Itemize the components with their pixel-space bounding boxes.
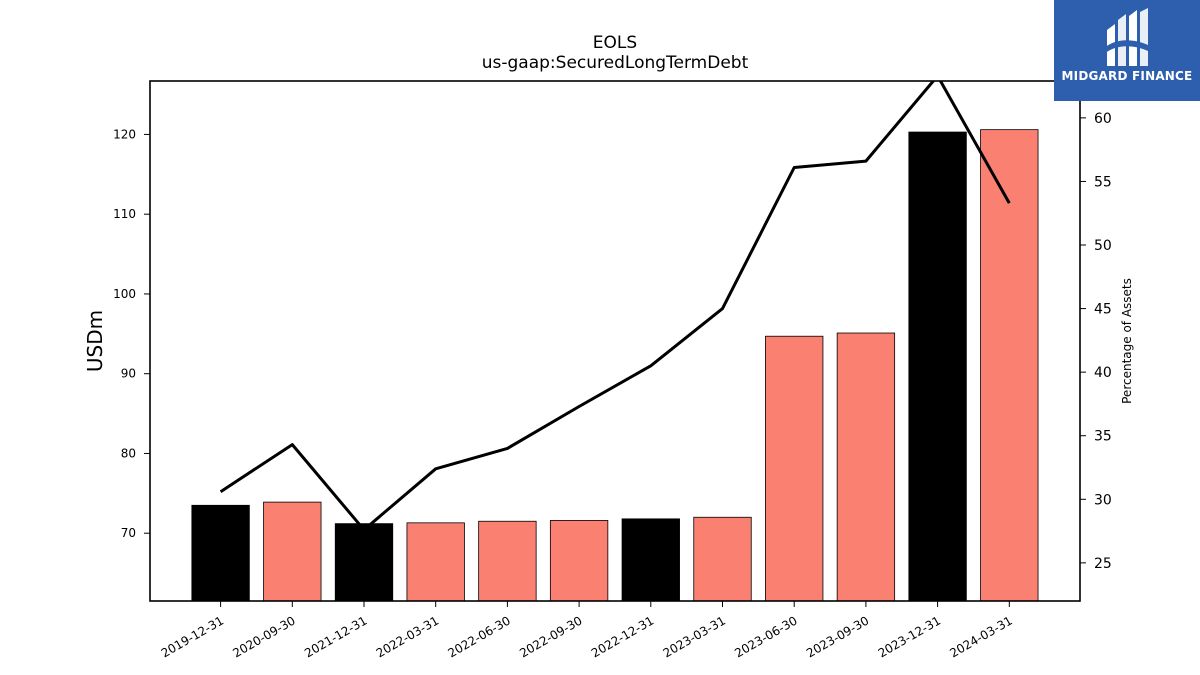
bar xyxy=(478,520,537,602)
y2-tick-label: 40 xyxy=(1094,365,1112,381)
y-tick-label: 70 xyxy=(121,526,136,540)
x-tick-label: 2020-09-30 xyxy=(230,613,297,660)
y2-tick-label: 45 xyxy=(1094,302,1112,318)
y-tick-label: 90 xyxy=(121,367,136,381)
y-axis-left: 70 80 90 100 110 120 xyxy=(113,127,150,540)
y-tick-label: 100 xyxy=(113,287,136,301)
bar xyxy=(549,520,609,602)
y-tick-label: 120 xyxy=(113,127,136,141)
chart-subtitle: us-gaap:SecuredLongTermDebt xyxy=(482,53,749,73)
y2-tick-label: 55 xyxy=(1094,174,1112,190)
bar xyxy=(191,504,250,602)
y2-tick-label: 25 xyxy=(1094,556,1112,572)
y2-axis-label: Percentage of Assets xyxy=(1120,278,1134,404)
y-axis-right: 25 30 35 40 45 50 55 60 xyxy=(1080,111,1112,572)
x-tick-label: 2022-06-30 xyxy=(445,613,512,660)
x-tick-label: 2019-12-31 xyxy=(159,613,226,660)
x-tick-label: 2023-12-31 xyxy=(876,613,943,660)
x-tick-label: 2021-12-31 xyxy=(302,613,369,660)
y2-tick-label: 30 xyxy=(1094,492,1112,508)
bar xyxy=(621,518,680,602)
midgard-finance-logo: MIDGARD FINANCE xyxy=(1054,0,1200,101)
y2-tick-label: 60 xyxy=(1094,111,1112,127)
chart-title: EOLS xyxy=(593,33,637,53)
bar xyxy=(908,131,967,602)
y-tick-label: 80 xyxy=(121,446,136,460)
midgard-logo-icon xyxy=(1104,8,1150,66)
bar xyxy=(980,129,1039,602)
x-tick-label: 2023-03-31 xyxy=(661,613,728,660)
logo-text: MIDGARD FINANCE xyxy=(1061,69,1193,83)
y-axis-label: USDm xyxy=(83,310,107,372)
y2-tick-label: 35 xyxy=(1094,429,1112,445)
x-axis: 2019-12-31 2020-09-30 2021-12-31 2022-03-31… xyxy=(159,601,1015,660)
x-tick-label: 2023-06-30 xyxy=(732,613,799,660)
y2-tick-label: 50 xyxy=(1094,238,1112,254)
x-tick-label: 2024-03-31 xyxy=(947,613,1014,660)
bar xyxy=(693,516,752,602)
x-tick-label: 2023-09-30 xyxy=(804,613,871,660)
bar xyxy=(765,335,824,602)
x-tick-label: 2022-03-31 xyxy=(374,613,441,660)
x-tick-label: 2022-12-31 xyxy=(589,613,656,660)
bar xyxy=(406,522,465,602)
bar xyxy=(836,332,896,602)
bar-series xyxy=(191,129,1039,602)
percentage-line xyxy=(219,81,1011,532)
bar xyxy=(334,523,394,602)
bar xyxy=(263,501,322,602)
x-tick-label: 2022-09-30 xyxy=(517,613,584,660)
plot-frame xyxy=(149,80,1081,602)
y-tick-label: 110 xyxy=(113,207,136,221)
